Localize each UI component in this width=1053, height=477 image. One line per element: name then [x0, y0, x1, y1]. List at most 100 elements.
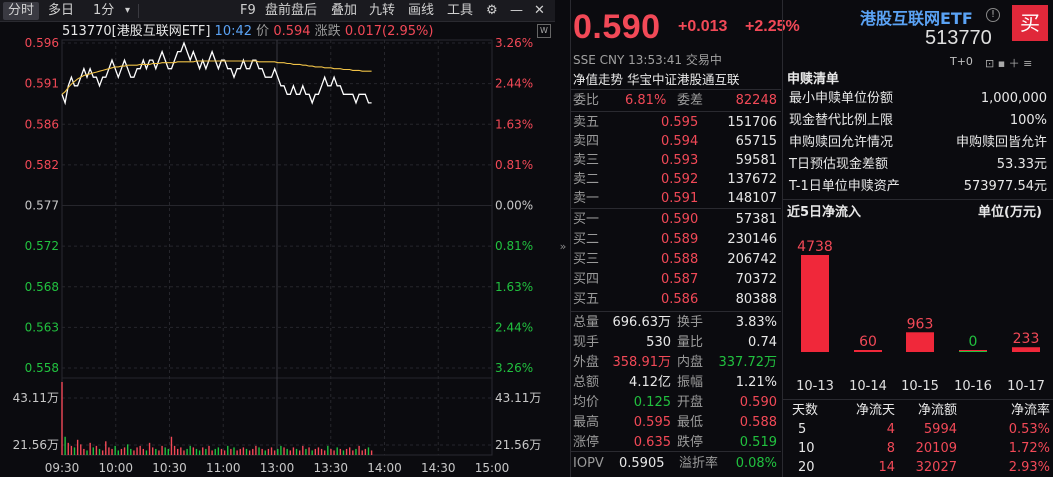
period-dropdown-icon[interactable]: ▾ [125, 5, 131, 16]
premium-value: 0.08% [735, 456, 777, 471]
bid-price: 0.589 [661, 232, 699, 247]
y-tick-label: 0.591 [25, 77, 59, 91]
sub-list-title: 申赎清单 [787, 72, 840, 87]
ask-row[interactable]: 卖五 0.595 151706 [573, 113, 779, 132]
overlay-button[interactable]: 叠加 [331, 3, 358, 18]
sub-list-value: 573977.54元 [963, 179, 1047, 194]
collapse-handle[interactable]: » [559, 240, 567, 253]
inflow-value-label: 4738 [797, 239, 833, 255]
pct-tick-label: 1.63% [495, 280, 533, 294]
intraday-chart-svg[interactable]: 0.596 3.26% 0.591 2.44% 0.586 1.63% 0.582 0.81%… [0, 0, 555, 477]
stat-label: 开盘 [677, 395, 704, 410]
quote-panel [570, 0, 780, 477]
inflow-date-label: 10-15 [901, 379, 939, 394]
bid-volume: 57381 [735, 212, 777, 227]
avg-price-line [61, 60, 372, 95]
stat-label: 内盘 [677, 355, 704, 370]
tab-intraday[interactable]: 分时 [3, 2, 40, 20]
flow-table-cell: 20109 [915, 441, 957, 456]
afterhours-button[interactable]: 盘前盘后 [265, 3, 318, 18]
inflow-bar [1012, 347, 1040, 352]
tab-multi-day[interactable]: 多日 [48, 3, 75, 18]
flow-table-cell: 32027 [915, 460, 957, 475]
x-tick-label: 10:30 [152, 461, 187, 475]
stat-value: 4.12亿 [629, 375, 671, 390]
x-tick-label: 14:00 [367, 461, 402, 475]
stat-row: 总量 696.63万 换手 3.83% [573, 313, 779, 332]
ask-row[interactable]: 卖四 0.594 65715 [573, 132, 779, 151]
flow-table-row: 5 4 5994 0.53% [792, 420, 1050, 439]
f9-button[interactable]: F9 [240, 3, 256, 18]
bid-row[interactable]: 买二 0.589 230146 [573, 230, 779, 249]
nine-turn-button[interactable]: 九转 [369, 3, 396, 18]
t0-badge: T+0 [950, 55, 973, 68]
close-icon[interactable]: ✕ [534, 3, 545, 18]
stat-row: 均价 0.125 开盘 0.590 [573, 393, 779, 412]
y-tick-label: 0.563 [25, 320, 59, 334]
ask-row[interactable]: 卖一 0.591 148107 [573, 189, 779, 208]
sub-list-row: 申购赎回允许情况 申购赎回皆允许 [789, 133, 1047, 152]
ask-volume: 59581 [735, 153, 777, 168]
premium-label: 溢折率 [679, 456, 719, 471]
stat-value: 0.590 [739, 395, 777, 410]
flow-table-cell: 5994 [923, 422, 957, 437]
volume-tick-label-right: 43.11万 [495, 391, 541, 405]
iopv-label: IOPV [573, 456, 604, 471]
flow-table-row: 10 8 20109 1.72% [792, 439, 1050, 458]
stat-value: 0.125 [633, 395, 671, 410]
ask-row[interactable]: 卖二 0.592 137672 [573, 170, 779, 189]
wp-icon[interactable]: W [537, 24, 551, 38]
minimize-icon[interactable]: — [510, 3, 523, 18]
last-price: 0.590 [573, 8, 661, 46]
pct-tick-label: 3.26% [495, 36, 533, 50]
ask-level-label: 卖四 [573, 134, 600, 149]
bid-row[interactable]: 买三 0.588 206742 [573, 250, 779, 269]
bid-level-label: 买三 [573, 252, 600, 267]
tools-button[interactable]: 工具 [447, 3, 474, 18]
volume-tick-label: 21.56万 [13, 438, 59, 452]
bid-row[interactable]: 买四 0.587 70372 [573, 270, 779, 289]
x-tick-label: 09:30 [45, 461, 80, 475]
pct-tick-label: 1.63% [495, 117, 533, 131]
period-selector[interactable]: 1分 [93, 3, 115, 18]
stat-value: 0.635 [633, 435, 671, 450]
toolbar-icons[interactable]: ⊡ ▪ ＋ ≡ [985, 57, 1033, 70]
order-ratio-row: 委比 6.81% 委差 82248 [573, 91, 779, 110]
x-tick-label: 13:30 [313, 461, 348, 475]
y-tick-label: 0.568 [25, 280, 59, 294]
flow-table-header-cell: 净流额 [917, 403, 957, 418]
flow-table-cell: 0.53% [1008, 422, 1050, 437]
inflow-value-label: 60 [859, 334, 877, 350]
info-icon[interactable]: ! [986, 8, 1000, 22]
ask-price: 0.591 [661, 191, 699, 206]
stat-row: 涨停 0.635 跌停 0.519 [573, 433, 779, 452]
stat-label: 总额 [573, 375, 600, 390]
sub-list-label: T-1日单位申赎资产 [789, 179, 900, 194]
stat-label: 跌停 [677, 435, 704, 450]
bid-row[interactable]: 买一 0.590 57381 [573, 210, 779, 229]
volume-tick-label-right: 21.56万 [495, 438, 541, 452]
intraday-chart-panel: 分时 多日 1分 ▾ F9 盘前盘后 叠加 九转 画线 工具 ⚙ — ✕ 0.5… [0, 0, 555, 477]
draw-line-button[interactable]: 画线 [408, 3, 435, 18]
ask-volume: 151706 [727, 115, 777, 130]
stat-value: 530 [646, 335, 671, 350]
x-tick-label: 15:00 [475, 461, 510, 475]
stat-value: 0.74 [748, 335, 777, 350]
flow-table-cell: 10 [798, 441, 815, 456]
bid-level-label: 买五 [573, 292, 600, 307]
buy-button[interactable]: 买 [1012, 5, 1048, 41]
settings-gear-icon[interactable]: ⚙ [486, 3, 498, 18]
sub-list-value: 53.33元 [996, 157, 1047, 172]
nav-trend-link[interactable]: 净值走势 华宝中证港股通互联 [573, 72, 740, 87]
flow-table-cell: 8 [886, 441, 895, 456]
bid-row[interactable]: 买五 0.586 80388 [573, 290, 779, 309]
flow-table-header: 天数 净流天 净流额 净流率 [792, 401, 1050, 420]
stat-label: 最低 [677, 415, 704, 430]
etf-code: 513770 [925, 27, 992, 49]
ask-row[interactable]: 卖三 0.593 59581 [573, 151, 779, 170]
ask-level-label: 卖五 [573, 115, 600, 130]
stat-value: 1.21% [735, 375, 777, 390]
bid-volume: 206742 [727, 252, 777, 267]
ask-price: 0.594 [661, 134, 699, 149]
ask-level-label: 卖二 [573, 172, 600, 187]
